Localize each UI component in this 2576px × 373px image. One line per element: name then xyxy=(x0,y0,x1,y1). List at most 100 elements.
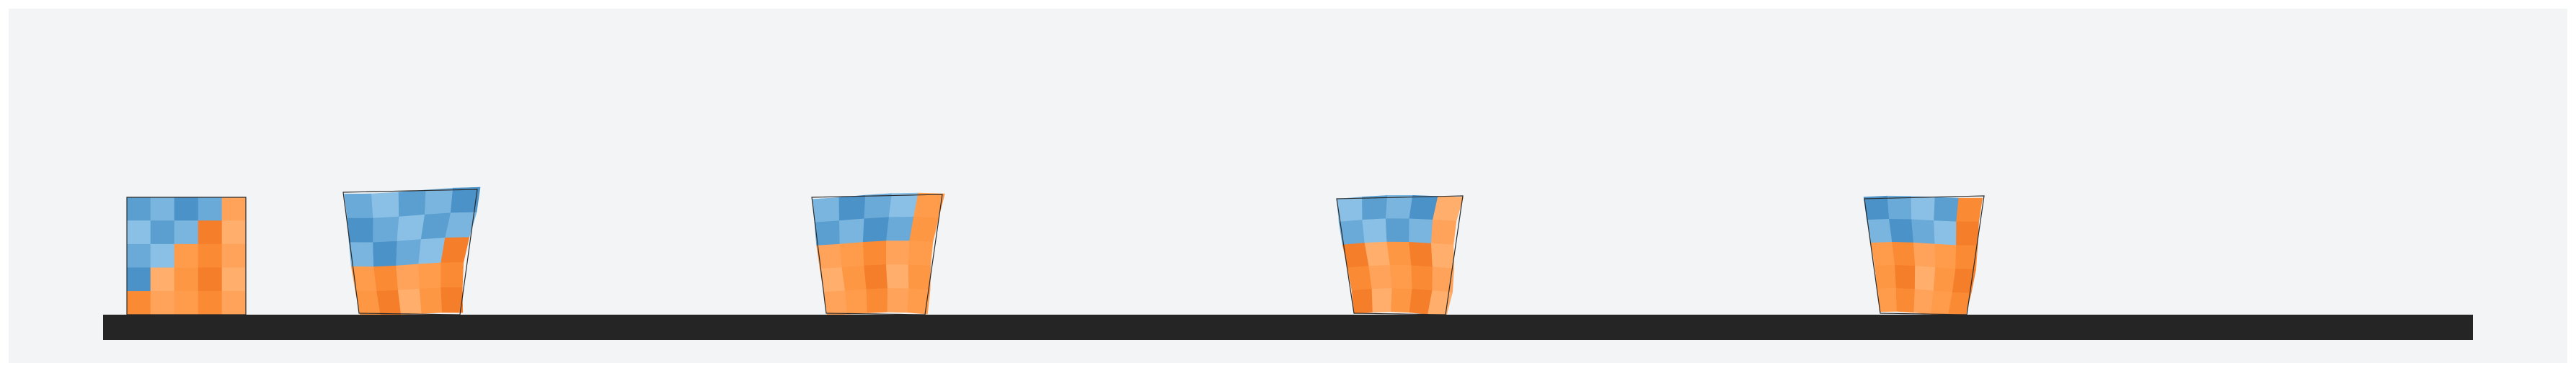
block-cell xyxy=(350,266,377,292)
block-cell xyxy=(908,241,934,266)
block-cell xyxy=(1867,218,1893,243)
block-cell xyxy=(347,217,374,243)
block-cell xyxy=(1934,197,1960,223)
block-cell xyxy=(1863,195,1890,220)
block-cell xyxy=(1347,266,1373,291)
block-cell xyxy=(1887,195,1912,220)
block-cell xyxy=(424,187,453,215)
block-cell xyxy=(1371,288,1393,313)
block-cell xyxy=(885,264,909,289)
block-cell xyxy=(866,288,888,313)
block-cell xyxy=(1391,288,1413,313)
soft-block-frame-3 xyxy=(1336,194,1464,317)
block-cell xyxy=(418,262,442,289)
block-cell xyxy=(373,241,398,267)
block-cell xyxy=(812,197,840,223)
block-cell xyxy=(823,290,848,316)
block-cell xyxy=(441,262,464,288)
block-cell xyxy=(1430,243,1454,269)
block-cell xyxy=(1956,197,1983,223)
block-cell xyxy=(396,239,422,266)
block-cell xyxy=(908,264,931,291)
block-cell xyxy=(397,288,422,315)
block-cell xyxy=(150,243,175,269)
soft-block-frame-2 xyxy=(811,192,945,316)
block-cell xyxy=(419,287,443,314)
block-cell xyxy=(862,241,887,266)
block-cell xyxy=(126,197,151,221)
block-cell xyxy=(864,264,888,290)
block-cell xyxy=(418,237,446,265)
block-cell xyxy=(126,267,151,292)
block-cell xyxy=(1911,219,1936,245)
block-cell xyxy=(174,243,199,269)
block-cell xyxy=(126,243,151,269)
block-cell xyxy=(150,197,175,221)
block-cell xyxy=(373,216,399,243)
block-cell xyxy=(221,243,247,269)
block-cell xyxy=(838,194,866,221)
block-cell xyxy=(839,242,864,268)
block-cell xyxy=(887,288,909,313)
soft-block-frame-4 xyxy=(1863,195,1985,318)
block-cell xyxy=(174,197,199,221)
block-cell xyxy=(1956,221,1979,246)
block-cell xyxy=(1385,218,1410,243)
block-cell xyxy=(198,243,223,269)
block-cell xyxy=(814,220,841,246)
block-cell xyxy=(1889,218,1914,243)
block-cell xyxy=(174,220,199,245)
block-cell xyxy=(1386,241,1412,266)
block-cell xyxy=(1870,241,1895,266)
block-cell xyxy=(1933,267,1956,293)
block-cell xyxy=(198,220,223,245)
block-cell xyxy=(819,267,846,292)
block-cell xyxy=(150,291,175,315)
block-cell xyxy=(396,264,420,291)
block-cell xyxy=(844,289,868,315)
block-cell xyxy=(907,288,931,315)
block-cell xyxy=(1913,242,1936,268)
block-cell xyxy=(1411,265,1433,291)
block-cell xyxy=(1409,218,1433,244)
block-cell xyxy=(1362,195,1388,220)
block-cell xyxy=(221,220,247,245)
block-cell xyxy=(1336,197,1363,223)
block-cell xyxy=(198,291,223,315)
block-cell xyxy=(344,193,374,219)
block-cell xyxy=(1892,241,1916,266)
block-cell xyxy=(838,218,865,245)
block-cell xyxy=(1362,218,1388,243)
block-cell xyxy=(1877,288,1898,313)
ground-bar xyxy=(103,315,2473,340)
block-cell xyxy=(1934,243,1957,269)
block-cell xyxy=(885,241,910,265)
block-cell xyxy=(174,267,199,292)
block-cell xyxy=(1895,264,1916,289)
block-cell xyxy=(174,291,199,315)
block-cell xyxy=(126,220,151,245)
block-cell xyxy=(376,289,402,316)
block-cell xyxy=(888,192,919,218)
soft-block-frame-1 xyxy=(342,186,481,316)
block-cell xyxy=(886,216,914,241)
block-cell xyxy=(398,189,427,217)
block-cell xyxy=(1368,264,1393,289)
block-cell xyxy=(841,265,867,292)
block-cell xyxy=(1914,265,1936,292)
block-cell xyxy=(862,217,890,243)
block-cell xyxy=(221,267,247,292)
block-cell xyxy=(1385,194,1413,220)
block-cell xyxy=(1875,264,1897,289)
block-cell xyxy=(1409,241,1433,268)
block-cell xyxy=(221,291,247,315)
block-cell xyxy=(221,197,247,221)
block-cell xyxy=(864,193,893,220)
block-cell xyxy=(373,265,399,292)
block-cell xyxy=(198,267,223,292)
block-cell xyxy=(1895,288,1916,313)
block-cell xyxy=(1351,289,1373,314)
block-cell xyxy=(371,192,399,219)
square-block-rest xyxy=(126,197,247,315)
